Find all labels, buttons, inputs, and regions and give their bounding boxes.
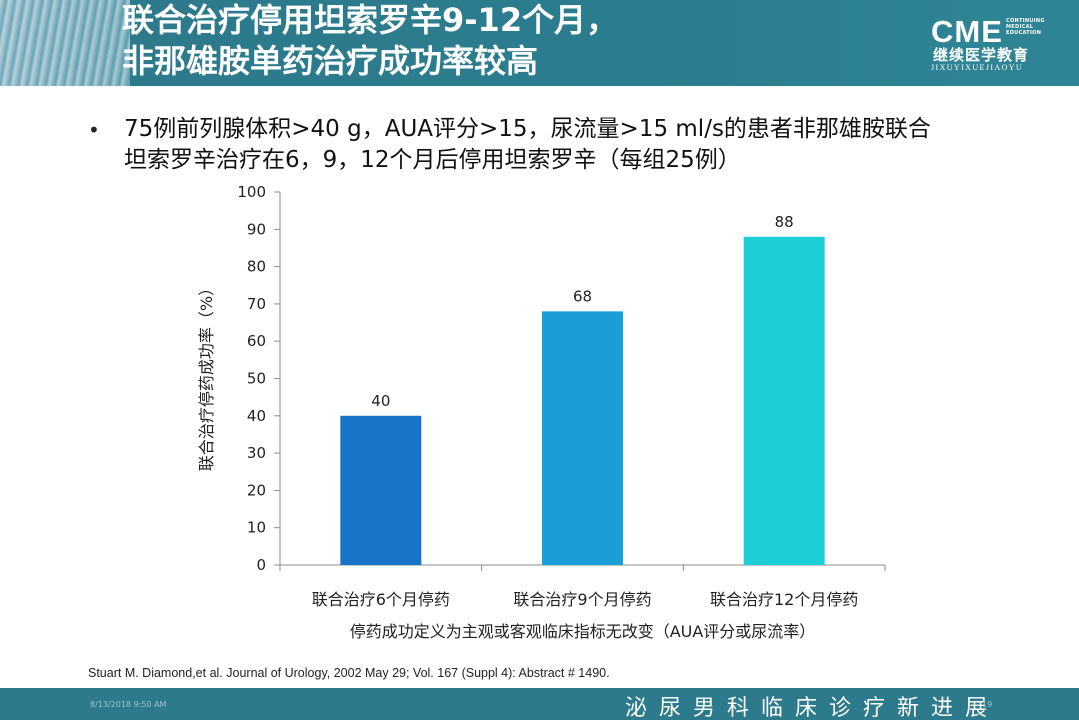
y-ticks: 0 10 20 30 40 50 60 70 80 90 100 <box>237 183 280 574</box>
cme-logo-text: CME <box>931 14 1003 49</box>
y-tick-label: 20 <box>247 481 266 499</box>
bar-2 <box>542 311 623 565</box>
bullet-text: 75例前列腺体积>40 g，AUA评分>15，尿流量>15 ml/s的患者非那雄… <box>124 114 1014 176</box>
header-waterfall-decoration <box>0 0 130 86</box>
cme-logo-small-line1: CONTINUING <box>1006 18 1045 24</box>
citation: Stuart M. Diamond,et al. Journal of Urol… <box>88 666 610 680</box>
slide-title: 联合治疗停用坦索罗辛9-12个月， 非那雄胺单药治疗成功率较高 <box>122 0 618 82</box>
x-ticks: 联合治疗6个月停药 联合治疗9个月停药 联合治疗12个月停药 <box>279 565 886 609</box>
cme-logo-small-text: CONTINUING MEDICAL EDUCATION <box>1006 18 1045 36</box>
y-tick-label: 60 <box>247 332 266 350</box>
y-tick-label: 50 <box>247 370 266 388</box>
y-tick-label: 30 <box>247 444 266 462</box>
cme-logo-small-line3: EDUCATION <box>1006 30 1042 36</box>
bar-3 <box>743 236 825 565</box>
y-tick-label: 0 <box>256 556 266 574</box>
y-tick-label: 80 <box>247 258 266 276</box>
slide-title-line2: 非那雄胺单药治疗成功率较高 <box>122 42 539 80</box>
cme-logo-chinese: 继续医学教育 <box>933 46 1030 64</box>
bullet-icon: • <box>88 118 100 142</box>
footer-slogan: 泌尿男科临床诊疗新进展 <box>625 696 1000 721</box>
category-label-1: 联合治疗6个月停药 <box>312 590 450 609</box>
data-label-3: 88 <box>775 213 794 231</box>
category-label-3: 联合治疗12个月停药 <box>710 590 858 609</box>
bar-chart: 406888 0102030405060708090100 联合治疗6个月停药联… <box>197 183 886 641</box>
y-tick-label: 90 <box>247 220 266 238</box>
x-axis-label: 停药成功定义为主观或客观临床指标无改变（AUA评分或尿流率） <box>350 622 816 641</box>
data-labels: 40 68 88 <box>371 213 793 410</box>
category-label-2: 联合治疗9个月停药 <box>513 590 651 609</box>
footer-bar: 8/13/2018 9:50 AM 泌尿男科临床诊疗新进展 19 <box>0 688 1079 721</box>
header-bar: 联合治疗停用坦索罗辛9-12个月， 非那雄胺单药治疗成功率较高 CME CONT… <box>0 0 1079 86</box>
cme-logo: CME CONTINUING MEDICAL EDUCATION 继续医学教育 … <box>925 14 1050 74</box>
cme-logo-small-line2: MEDICAL <box>1006 24 1034 30</box>
data-label-2: 68 <box>573 287 592 305</box>
y-tick-label: 40 <box>247 407 266 425</box>
footer-date: 8/13/2018 9:50 AM <box>90 700 167 709</box>
data-label-1: 40 <box>371 392 390 410</box>
bars <box>340 236 825 565</box>
cme-logo-pinyin: JIXUYIXUEJIAOYU <box>931 63 1024 72</box>
page-number: 19 <box>982 700 993 709</box>
bar-1 <box>340 415 422 565</box>
bullet-line2: 坦索罗辛治疗在6，9，12个月后停用坦索罗辛（每组25例） <box>124 147 741 173</box>
y-tick-label: 100 <box>237 183 266 201</box>
y-axis-label: 联合治疗停药成功率（%） <box>197 280 216 471</box>
slide-title-line1: 联合治疗停用坦索罗辛9-12个月， <box>122 1 619 39</box>
bullet-line1: 75例前列腺体积>40 g，AUA评分>15，尿流量>15 ml/s的患者非那雄… <box>124 116 931 142</box>
y-tick-label: 10 <box>247 519 266 537</box>
y-tick-label: 70 <box>247 295 266 313</box>
